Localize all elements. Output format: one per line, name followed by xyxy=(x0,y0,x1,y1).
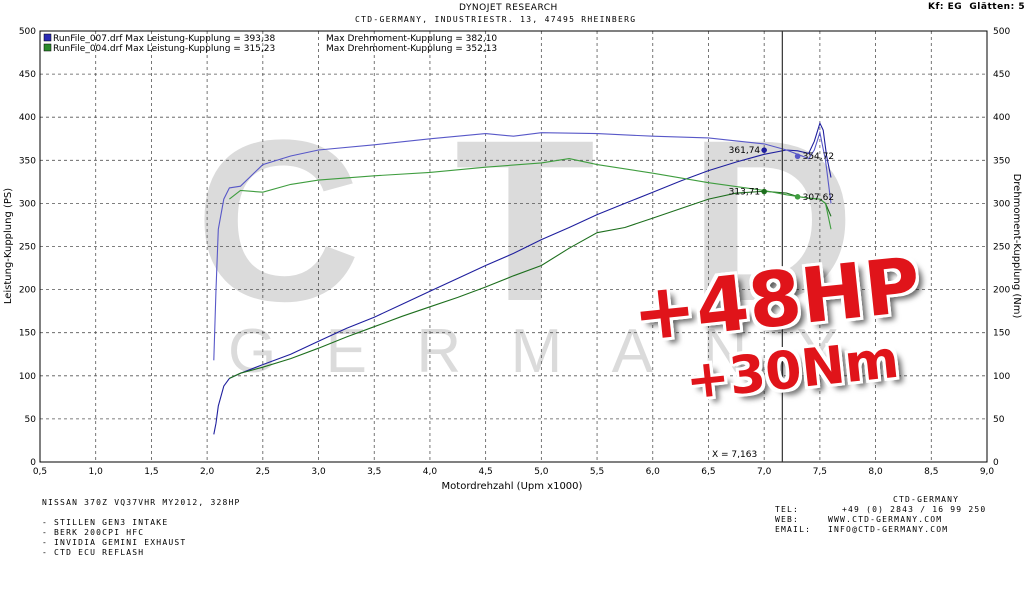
y2-axis-label: Drehmoment-Kupplung (Nm) xyxy=(1011,174,1022,319)
series-line-004-torque xyxy=(229,158,832,230)
legend-swatch-004 xyxy=(43,43,52,52)
y-tick-label: 50 xyxy=(25,415,37,425)
contact-email: INFO@CTD-GERMANY.COM xyxy=(828,525,949,534)
marker-label: 354,72 xyxy=(803,152,835,162)
grid xyxy=(40,31,987,462)
x-tick-label: 2,5 xyxy=(256,467,270,477)
y-tick-label: 150 xyxy=(19,329,36,339)
marker-label: 313,71 xyxy=(729,188,761,198)
y2-tick-label: 450 xyxy=(993,70,1010,80)
y2-tick-label: 200 xyxy=(993,286,1010,296)
vehicle-title: NISSAN 370Z VQ37VHR MY2012, 328HP xyxy=(42,498,241,507)
x-tick-label: 5,0 xyxy=(534,467,549,477)
marker-point xyxy=(794,194,801,200)
x-axis-label: Motordrehzahl (Upm x1000) xyxy=(442,481,583,492)
legend-entry-007-torque: Max Drehmoment-Kupplung = 382,10 xyxy=(326,34,497,44)
y-tick-label: 300 xyxy=(19,199,36,209)
legend-entry-007: RunFile_007.drf Max Leistung-Kupplung = … xyxy=(53,34,275,44)
watermark-germany: GERMANY xyxy=(228,317,838,386)
contact-web: WWW.CTD-GERMANY.COM xyxy=(828,515,943,524)
header-subtitle: CTD-GERMANY, INDUSTRIESTR. 13, 47495 RHE… xyxy=(355,15,637,24)
contact-tel: +49 (0) 2843 / 16 99 250 xyxy=(842,505,987,514)
mod-4: - CTD ECU REFLASH xyxy=(42,548,145,557)
x-tick-label: 2,0 xyxy=(200,467,215,477)
mod-1: - STILLEN GEN3 INTAKE xyxy=(42,518,169,527)
series-line-004-power xyxy=(229,190,832,379)
legend-entry-004: RunFile_004.drf Max Leistung-Kupplung = … xyxy=(53,44,275,54)
mod-3: - INVIDIA GEMINI EXHAUST xyxy=(42,538,187,547)
marker-label: 361,74 xyxy=(729,146,761,156)
legend: RunFile_007.drf Max Leistung-Kupplung = … xyxy=(43,33,497,54)
x-tick-label: 5,5 xyxy=(590,467,604,477)
y2-tick-label: 100 xyxy=(993,372,1010,382)
header-title: DYNOJET RESEARCH xyxy=(459,3,558,13)
x-tick-label: 8,0 xyxy=(868,467,883,477)
y-tick-label: 500 xyxy=(19,27,36,37)
marker-label: 307,62 xyxy=(803,193,835,203)
marker-point xyxy=(761,147,767,153)
y-tick-label: 450 xyxy=(19,70,36,80)
y-tick-label: 250 xyxy=(19,243,36,253)
y-tick-label: 350 xyxy=(19,156,36,166)
legend-entry-004-torque: Max Drehmoment-Kupplung = 352,13 xyxy=(326,44,497,54)
y2-tick-label: 0 xyxy=(993,458,999,468)
header-settings: Kf: EG Glätten: 5 xyxy=(928,2,1024,12)
markers-group: 361,74 354,72 313,71 307,62 xyxy=(729,146,834,203)
x-tick-label: 3,5 xyxy=(367,467,381,477)
y-tick-label: 200 xyxy=(19,286,36,296)
x-tick-label: 3,0 xyxy=(311,467,326,477)
series-line-007-power xyxy=(213,121,832,435)
mod-2: - BERK 200CPI HFC xyxy=(42,528,145,537)
y2-tick-label: 500 xyxy=(993,27,1010,37)
x-tick-label: 1,5 xyxy=(144,467,158,477)
x-tick-label: 6,0 xyxy=(646,467,661,477)
x-tick-label: 4,5 xyxy=(478,467,492,477)
series-line-007-torque xyxy=(213,130,832,361)
x-tick-label: 1,0 xyxy=(89,467,104,477)
x-tick-label: 0,5 xyxy=(33,467,47,477)
y2-tick-label: 300 xyxy=(993,199,1010,209)
x-tick-label: 6,5 xyxy=(701,467,715,477)
series-group xyxy=(213,121,832,435)
contact-email-label: EMAIL: xyxy=(775,525,812,534)
x-tick-label: 9,0 xyxy=(980,467,995,477)
y2-tick-label: 50 xyxy=(993,415,1005,425)
x-tick-label: 7,5 xyxy=(813,467,827,477)
y2-tick-label: 350 xyxy=(993,156,1010,166)
contact-company: CTD-GERMANY xyxy=(893,495,960,504)
plot-frame xyxy=(39,30,988,463)
axes: 0,5 1,0 1,5 2,0 2,5 3,0 3,5 4,0 4,5 5,0 5,5 6,0 6,5 7… xyxy=(19,27,1011,477)
y-tick-label: 400 xyxy=(19,113,36,123)
cursor-label: X = 7,163 xyxy=(712,450,757,460)
marker-point xyxy=(761,188,767,195)
y2-tick-label: 400 xyxy=(993,113,1010,123)
contact-web-label: WEB: xyxy=(775,515,800,524)
x-tick-label: 8,5 xyxy=(924,467,938,477)
contact-tel-label: TEL: xyxy=(775,505,800,514)
y2-tick-label: 250 xyxy=(993,243,1010,253)
y-axis-label: Leistung-Kupplung (PS) xyxy=(3,188,14,304)
legend-swatch-007 xyxy=(43,33,52,42)
y-tick-label: 0 xyxy=(30,458,36,468)
x-tick-label: 7,0 xyxy=(757,467,772,477)
x-tick-label: 4,0 xyxy=(423,467,438,477)
y-tick-label: 100 xyxy=(19,372,36,382)
y2-tick-label: 150 xyxy=(993,329,1010,339)
marker-point xyxy=(794,153,801,160)
